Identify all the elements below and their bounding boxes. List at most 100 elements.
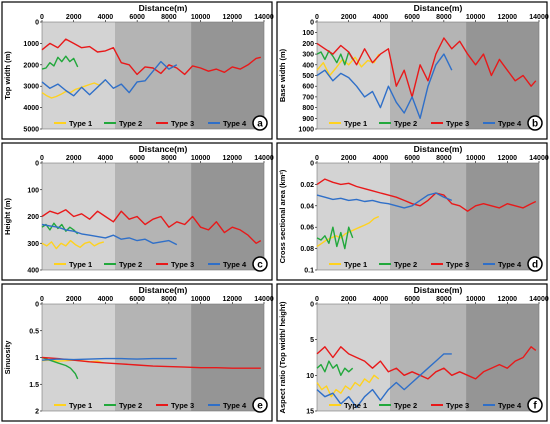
x-tick-label: 4000: [98, 155, 114, 162]
y-tick-label: 0.1: [304, 268, 314, 275]
zone-band-3: [466, 304, 539, 411]
x-tick-label: 14000: [254, 155, 274, 162]
series-line-type-3: [41, 209, 262, 245]
x-tick-label: 10000: [466, 155, 486, 162]
y-tick-label: 5: [310, 337, 314, 344]
panel-e: Distance(m) 0 2000 4000 6000 8000 10000 12000 14…: [1, 283, 274, 422]
zone-band-2: [114, 22, 192, 129]
y-tick-label: 0: [35, 302, 39, 309]
x-tick-label: 12000: [498, 296, 518, 303]
legend-label: Type 1: [344, 260, 367, 269]
legend-label: Type 3: [446, 260, 469, 269]
series-line-type-3: [41, 356, 261, 369]
panel-letter-badge: [527, 397, 543, 413]
zone-band-1: [42, 163, 115, 270]
y-tick-label: 400: [27, 268, 39, 275]
y-tick-label: 10: [306, 373, 314, 380]
x-tick-label: 2000: [341, 14, 357, 21]
panel-letter-badge: [252, 397, 268, 413]
series-line-type-3: [316, 37, 537, 98]
legend-label: Type 2: [119, 119, 142, 128]
y-tick-label: 200: [27, 214, 39, 221]
y-tick-label: 200: [302, 41, 314, 48]
series-line-type-4: [41, 60, 178, 97]
x-tick-label: 10000: [466, 14, 486, 21]
legend-label: Type 4: [223, 260, 247, 269]
plot-area: [316, 303, 540, 412]
y-tick-label: 400: [302, 62, 314, 69]
panel-d: Distance(m) 0 2000 4000 6000 8000 10000 12000 14…: [276, 142, 549, 281]
x-tick-label: 0: [40, 155, 44, 162]
y-tick-label: 5000: [23, 127, 39, 134]
zone-band-3: [191, 304, 264, 411]
series-line-type-4: [41, 223, 178, 246]
y-tick-label: 0: [310, 302, 314, 309]
panel-letter-badge: [252, 256, 268, 272]
zone-band-2: [114, 304, 192, 411]
y-axis-label: Height (m): [3, 197, 12, 235]
y-tick-label: 100: [302, 30, 314, 37]
series-line-type-3: [316, 178, 537, 212]
zone-band-3: [466, 163, 539, 270]
panel-letter-badge: [527, 115, 543, 131]
x-tick-label: 8000: [161, 14, 177, 21]
series-line-type-2: [41, 222, 79, 235]
x-tick-label: 12000: [498, 155, 518, 162]
y-tick-label: 0: [35, 161, 39, 168]
x-tick-label: 14000: [254, 14, 274, 21]
panel-letter: e: [257, 401, 263, 412]
panel-letter: d: [532, 260, 538, 271]
y-tick-label: 800: [302, 105, 314, 112]
panel-c: Distance(m)0 2000 4000 6000 8000 10000 12000 14…: [1, 142, 274, 281]
x-axis-label: Distance(m): [414, 144, 463, 154]
y-tick-label: 3000: [23, 84, 39, 91]
series-line-type-4: [316, 192, 453, 209]
x-tick-label: 10000: [191, 14, 211, 21]
series-line-type-2: [316, 360, 354, 376]
y-tick-label: 300: [27, 241, 39, 248]
legend-label: Type 1: [344, 401, 367, 410]
y-tick-label: 600: [302, 84, 314, 91]
zone-band-1: [42, 22, 115, 129]
x-tick-label: 0: [40, 14, 44, 21]
series-line-type-2: [316, 226, 354, 250]
series-line-type-1: [316, 374, 380, 398]
x-tick-label: 0: [40, 296, 44, 303]
legend-label: Type 2: [394, 119, 417, 128]
y-tick-label: 500: [302, 73, 314, 80]
zone-band-2: [389, 304, 467, 411]
x-tick-label: 12000: [223, 14, 243, 21]
x-axis-label: Distance(m): [139, 144, 188, 154]
x-tick-label: 14000: [529, 155, 549, 162]
y-tick-label: 0.02: [300, 182, 314, 189]
y-tick-label: 1: [35, 355, 39, 362]
y-tick-label: 100: [27, 187, 39, 194]
x-axis-label: Distance(m): [414, 3, 463, 13]
panel-letter: f: [533, 401, 537, 412]
x-tick-label: 12000: [223, 155, 243, 162]
x-tick-label: 6000: [129, 14, 145, 21]
x-tick-label: 14000: [529, 296, 549, 303]
y-tick-label: 0: [310, 20, 314, 27]
y-axis-label: Sinuosity: [3, 340, 12, 375]
x-tick-label: 0: [315, 296, 319, 303]
series-line-type-4: [316, 53, 453, 120]
y-tick-label: 900: [302, 116, 314, 123]
legend-label: Type 2: [394, 260, 417, 269]
legend-label: Type 3: [171, 119, 194, 128]
y-axis-label: Cross sectional area (km²): [278, 169, 287, 263]
series-line-type-3: [316, 346, 537, 380]
y-tick-label: 0.06: [300, 225, 314, 232]
panel-a: Distance(m)0 2000 4000 6000 8000 10000 12000 14…: [1, 1, 274, 140]
series-line-type-4: [316, 353, 452, 409]
series-line-type-1: [41, 81, 105, 99]
legend-label: Type 1: [344, 119, 367, 128]
panel-letter-badge: [252, 115, 268, 131]
legend-label: Type 3: [171, 401, 194, 410]
zone-band-2: [114, 163, 192, 270]
series-line-type-1: [41, 239, 104, 250]
zone-band-1: [317, 22, 390, 129]
legend-label: Type 1: [69, 401, 92, 410]
x-axis-label: Distance(m): [414, 285, 463, 295]
